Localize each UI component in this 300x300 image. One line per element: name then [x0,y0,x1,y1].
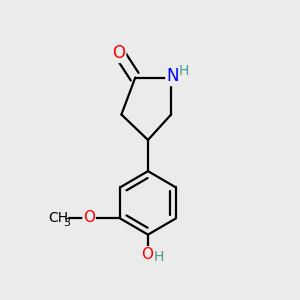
Text: O: O [112,44,126,62]
Text: 3: 3 [64,218,70,228]
Text: N: N [166,68,178,85]
Text: O: O [141,247,153,262]
Text: H: H [178,64,189,78]
Text: O: O [83,210,95,225]
Text: CH: CH [48,212,68,226]
Text: H: H [153,250,164,264]
